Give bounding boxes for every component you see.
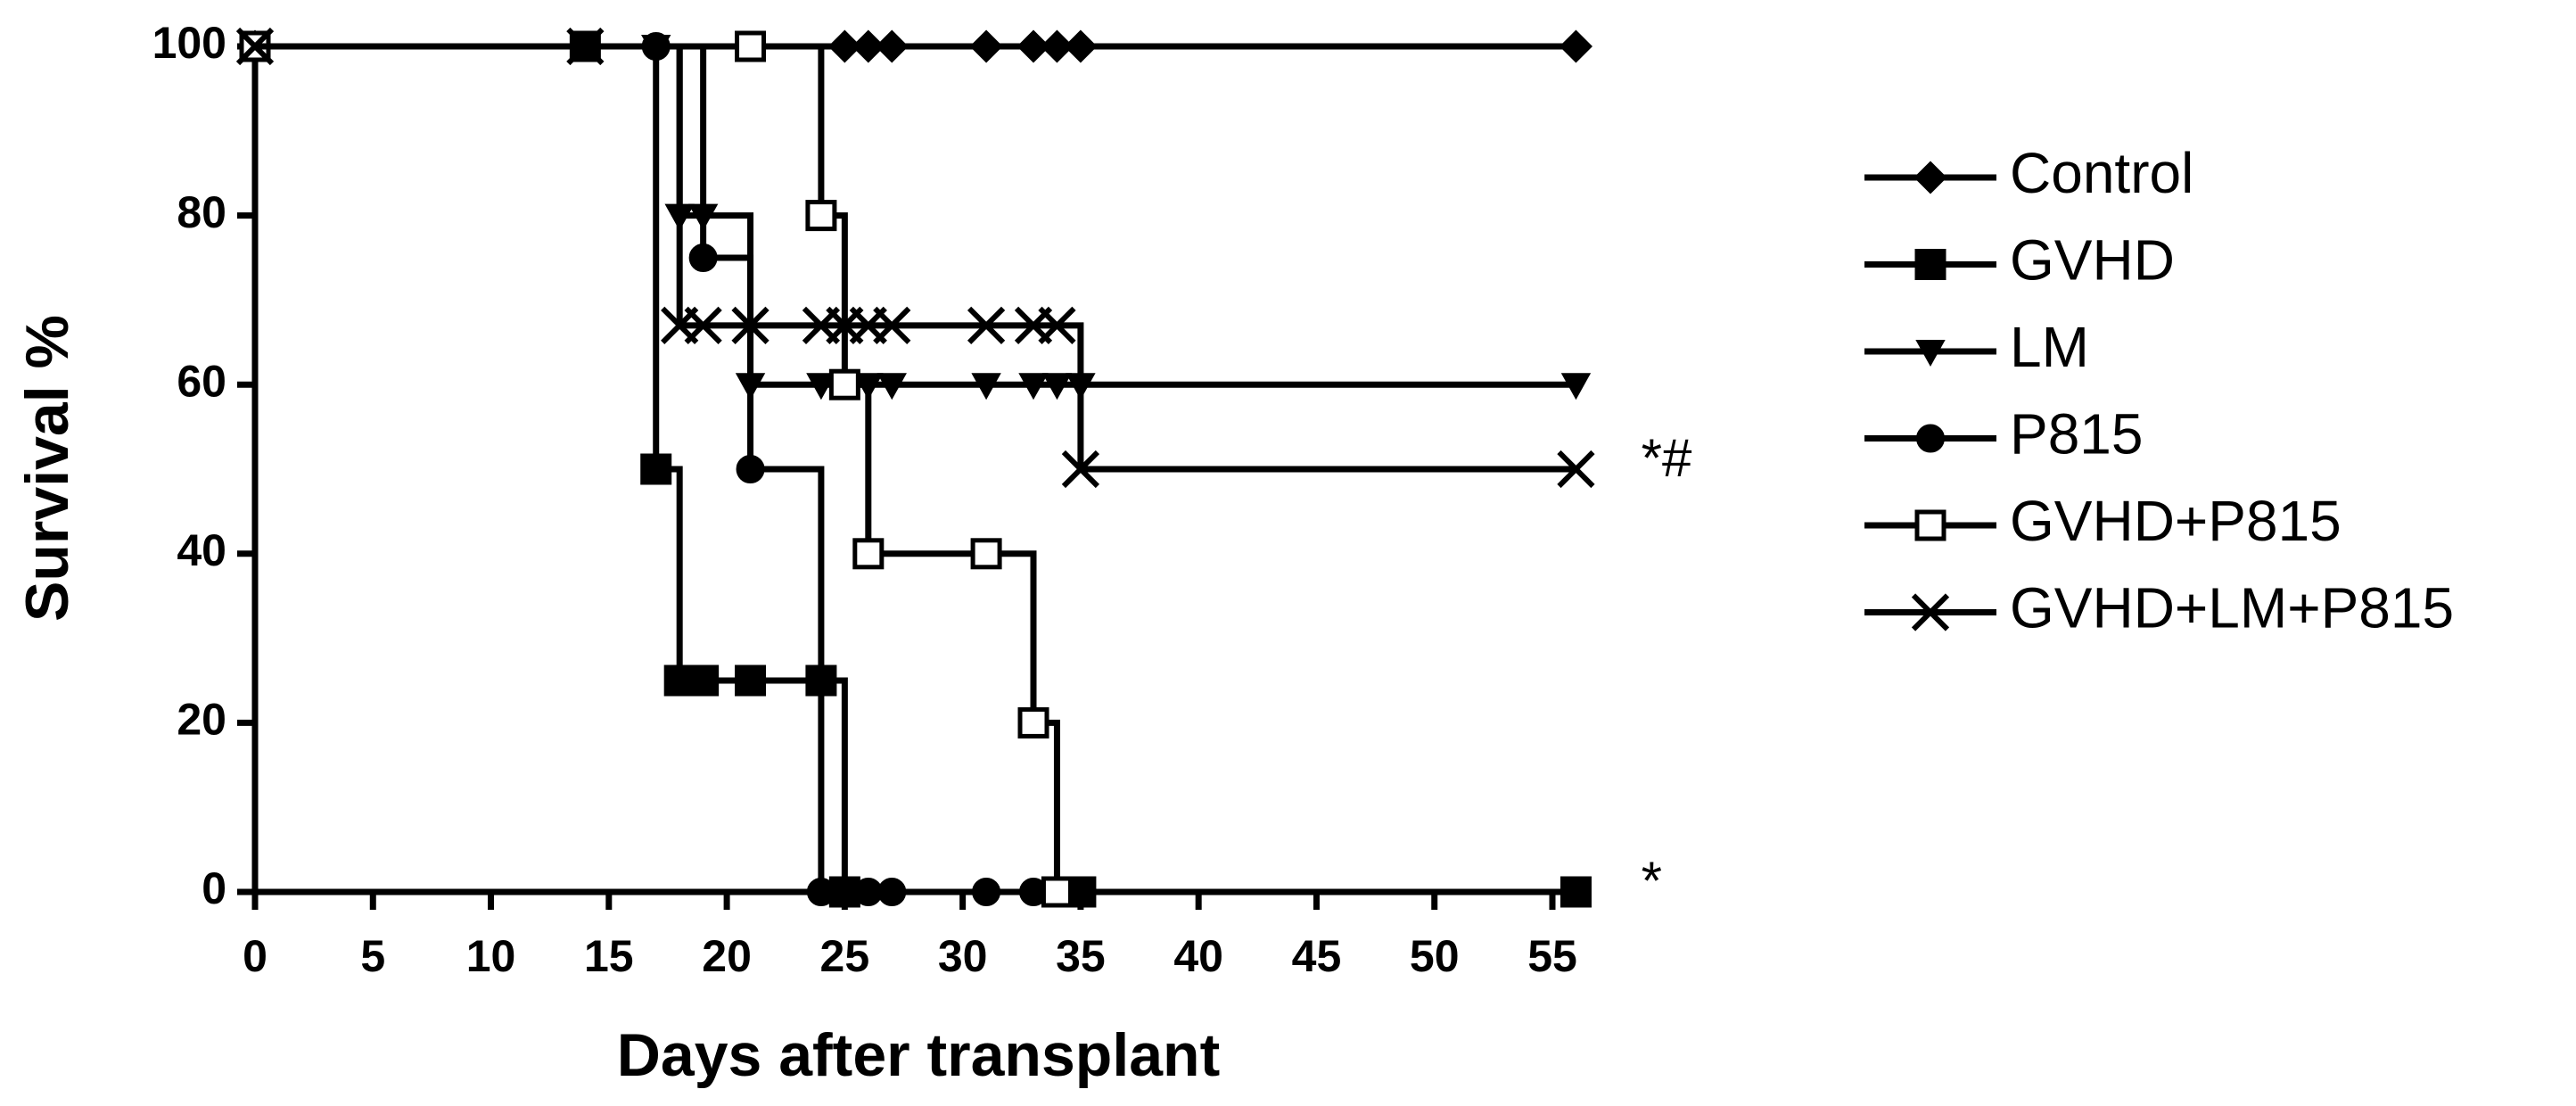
marker (805, 200, 837, 232)
y-tick-label: 60 (177, 356, 226, 406)
y-tick-label: 40 (177, 525, 226, 575)
marker (1915, 340, 1946, 367)
marker (687, 664, 720, 697)
marker (1061, 450, 1100, 489)
y-tick-label: 100 (152, 18, 226, 68)
legend-label: LM (2010, 315, 2089, 379)
y-tick-label: 0 (202, 863, 226, 913)
legend-label: GVHD+P815 (2010, 489, 2341, 553)
marker (1916, 424, 1945, 453)
marker (1041, 876, 1073, 908)
marker (969, 29, 1003, 63)
marker (1911, 593, 1950, 631)
marker (640, 453, 672, 485)
x-tick-label: 0 (243, 931, 267, 981)
x-tick-label: 40 (1173, 931, 1223, 981)
marker (806, 373, 836, 400)
marker (1557, 450, 1595, 489)
marker (1560, 373, 1592, 400)
marker (1913, 161, 1947, 194)
marker (731, 306, 770, 344)
marker (852, 538, 885, 570)
marker (875, 29, 909, 63)
survival-line (255, 43, 1576, 473)
marker (1559, 29, 1593, 63)
x-tick-label: 35 (1056, 931, 1106, 981)
marker (1914, 249, 1946, 280)
marker (827, 29, 861, 63)
marker (1016, 29, 1050, 63)
annotation: *# (1642, 428, 1692, 488)
y-tick-label: 80 (177, 187, 226, 237)
survival-line (255, 43, 1576, 388)
legend-label: Control (2010, 141, 2193, 205)
marker (688, 243, 718, 272)
x-tick-label: 5 (360, 931, 385, 981)
marker (970, 538, 1002, 570)
x-tick-label: 25 (820, 931, 870, 981)
legend-label: GVHD (2010, 227, 2175, 292)
x-tick-label: 50 (1410, 931, 1460, 981)
marker (971, 373, 1001, 400)
legend-label: GVHD+LM+P815 (2010, 575, 2454, 640)
y-axis-title: Survival % (13, 315, 81, 622)
x-tick-label: 55 (1527, 931, 1577, 981)
marker (876, 373, 907, 400)
marker (1560, 876, 1592, 908)
marker (735, 30, 767, 62)
marker (828, 368, 860, 400)
marker (852, 29, 885, 63)
x-axis-title: Days after transplant (617, 1021, 1220, 1089)
marker (1914, 509, 1946, 541)
marker (877, 878, 907, 906)
x-tick-label: 45 (1292, 931, 1342, 981)
annotation: * (1642, 851, 1662, 911)
marker (735, 664, 767, 697)
marker (736, 455, 765, 483)
marker (1038, 306, 1076, 344)
marker (566, 27, 605, 66)
marker (1064, 29, 1098, 63)
marker (235, 27, 275, 66)
marker (1017, 706, 1049, 739)
x-tick-label: 20 (702, 931, 752, 981)
marker (684, 306, 722, 344)
marker (873, 306, 911, 344)
marker (967, 306, 1006, 344)
legend-label: P815 (2010, 401, 2143, 466)
marker (1018, 373, 1049, 400)
marker (972, 878, 1001, 906)
marker (1041, 373, 1073, 400)
x-tick-label: 15 (584, 931, 634, 981)
x-tick-label: 10 (466, 931, 516, 981)
y-tick-label: 20 (177, 695, 226, 745)
marker (1040, 29, 1074, 63)
x-tick-label: 30 (938, 931, 988, 981)
